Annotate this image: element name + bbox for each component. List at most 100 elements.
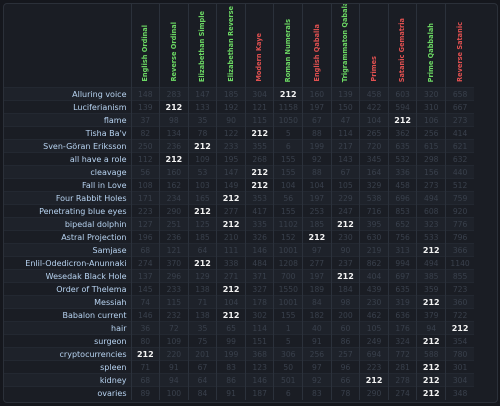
value-cell[interactable]: 348: [445, 386, 475, 400]
value-cell[interactable]: 201: [187, 347, 217, 361]
value-cell[interactable]: 66: [330, 373, 360, 387]
value-cell[interactable]: 147: [216, 165, 246, 179]
cipher-header[interactable]: English Ordinal: [130, 4, 160, 88]
value-cell[interactable]: 109: [187, 152, 217, 166]
phrase-link[interactable]: Tisha Ba'v: [4, 126, 131, 140]
value-cell[interactable]: 155: [273, 204, 303, 218]
value-cell[interactable]: 121: [159, 243, 189, 257]
value-cell[interactable]: 98: [330, 295, 360, 309]
value-cell[interactable]: 86: [216, 373, 246, 387]
value-cell[interactable]: 494: [416, 256, 446, 270]
value-cell[interactable]: 182: [302, 308, 332, 322]
value-cell[interactable]: 304: [244, 87, 274, 101]
value-cell[interactable]: 162: [159, 178, 189, 192]
value-cell[interactable]: 196: [130, 230, 160, 244]
value-cell[interactable]: 236: [159, 139, 189, 153]
value-cell[interactable]: 64: [187, 373, 217, 387]
value-cell[interactable]: 103: [187, 178, 217, 192]
value-cell[interactable]: 60: [330, 321, 360, 335]
value-cell[interactable]: 104: [273, 178, 303, 192]
value-cell[interactable]: 67: [302, 113, 332, 127]
value-cell[interactable]: 385: [416, 269, 446, 283]
value-cell[interactable]: 512: [445, 178, 475, 192]
value-cell[interactable]: 160: [159, 165, 189, 179]
match-value-cell[interactable]: 212: [187, 204, 217, 218]
value-cell[interactable]: 137: [130, 269, 160, 283]
match-value-cell[interactable]: 212: [216, 282, 246, 296]
value-cell[interactable]: 5: [273, 126, 303, 140]
value-cell[interactable]: 220: [159, 347, 189, 361]
value-cell[interactable]: 608: [416, 204, 446, 218]
value-cell[interactable]: 40: [302, 321, 332, 335]
phrase-link[interactable]: cleavage: [4, 165, 131, 179]
value-cell[interactable]: 233: [159, 282, 189, 296]
value-cell[interactable]: 324: [387, 334, 417, 348]
value-cell[interactable]: 122: [216, 126, 246, 140]
value-cell[interactable]: 722: [445, 308, 475, 322]
value-cell[interactable]: 155: [273, 165, 303, 179]
value-cell[interactable]: 91: [159, 360, 189, 374]
value-cell[interactable]: 112: [130, 152, 160, 166]
value-cell[interactable]: 195: [216, 152, 246, 166]
match-value-cell[interactable]: 212: [387, 113, 417, 127]
value-cell[interactable]: 236: [159, 230, 189, 244]
value-cell[interactable]: 155: [273, 152, 303, 166]
value-cell[interactable]: 152: [273, 230, 303, 244]
value-cell[interactable]: 6: [273, 139, 303, 153]
value-cell[interactable]: 302: [244, 308, 274, 322]
value-cell[interactable]: 68: [130, 373, 160, 387]
cipher-header[interactable]: Primes: [359, 4, 389, 88]
value-cell[interactable]: 233: [216, 139, 246, 153]
value-cell[interactable]: 200: [330, 308, 360, 322]
value-cell[interactable]: 281: [387, 360, 417, 374]
phrase-link[interactable]: Fall in Love: [4, 178, 131, 192]
value-cell[interactable]: 35: [187, 113, 217, 127]
value-cell[interactable]: 379: [416, 308, 446, 322]
value-cell[interactable]: 855: [445, 269, 475, 283]
value-cell[interactable]: 368: [244, 347, 274, 361]
value-cell[interactable]: 138: [187, 308, 217, 322]
value-cell[interactable]: 697: [387, 269, 417, 283]
value-cell[interactable]: 138: [187, 282, 217, 296]
value-cell[interactable]: 111: [216, 243, 246, 257]
value-cell[interactable]: 80: [130, 334, 160, 348]
phrase-link[interactable]: hair: [4, 321, 131, 335]
value-cell[interactable]: 108: [130, 178, 160, 192]
value-cell[interactable]: 219: [359, 243, 389, 257]
value-cell[interactable]: 86: [330, 334, 360, 348]
value-cell[interactable]: 171: [130, 191, 160, 205]
value-cell[interactable]: 156: [416, 165, 446, 179]
phrase-link[interactable]: bipedal dolphin: [4, 217, 131, 231]
value-cell[interactable]: 360: [445, 295, 475, 309]
value-cell[interactable]: 404: [359, 269, 389, 283]
value-cell[interactable]: 105: [359, 321, 389, 335]
value-cell[interactable]: 256: [416, 126, 446, 140]
value-cell[interactable]: 133: [187, 100, 217, 114]
value-cell[interactable]: 306: [273, 347, 303, 361]
match-value-cell[interactable]: 212: [330, 269, 360, 283]
value-cell[interactable]: 621: [445, 139, 475, 153]
value-cell[interactable]: 319: [387, 295, 417, 309]
value-cell[interactable]: 273: [416, 178, 446, 192]
value-cell[interactable]: 78: [187, 126, 217, 140]
value-cell[interactable]: 920: [445, 204, 475, 218]
value-cell[interactable]: 1550: [273, 282, 303, 296]
phrase-link[interactable]: cryptocurrencies: [4, 347, 131, 361]
value-cell[interactable]: 1158: [273, 100, 303, 114]
value-cell[interactable]: 165: [187, 191, 217, 205]
match-value-cell[interactable]: 212: [416, 334, 446, 348]
value-cell[interactable]: 114: [244, 321, 274, 335]
phrase-link[interactable]: ovaries: [4, 386, 131, 400]
value-cell[interactable]: 283: [159, 87, 189, 101]
value-cell[interactable]: 594: [387, 100, 417, 114]
value-cell[interactable]: 192: [216, 100, 246, 114]
value-cell[interactable]: 636: [387, 308, 417, 322]
value-cell[interactable]: 355: [244, 139, 274, 153]
value-cell[interactable]: 74: [130, 295, 160, 309]
value-cell[interactable]: 417: [244, 204, 274, 218]
phrase-link[interactable]: Sven-Göran Eriksson: [4, 139, 131, 153]
value-cell[interactable]: 178: [244, 295, 274, 309]
value-cell[interactable]: 249: [359, 334, 389, 348]
match-value-cell[interactable]: 212: [216, 308, 246, 322]
value-cell[interactable]: 129: [187, 269, 217, 283]
